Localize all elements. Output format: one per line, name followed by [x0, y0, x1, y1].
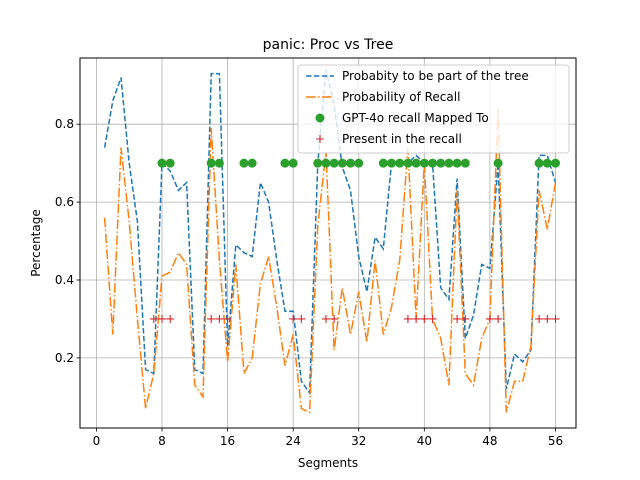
- data-point-circle: [239, 158, 249, 168]
- data-point-circle: [206, 158, 216, 168]
- data-point-circle: [157, 158, 167, 168]
- legend-frame: [297, 64, 570, 154]
- data-point-plus: [453, 314, 462, 323]
- data-point-circle: [329, 158, 339, 168]
- legend-label-1: Probability of Recall: [342, 90, 460, 104]
- y-tick-label: 0.4: [55, 273, 74, 287]
- x-tick-label: 32: [351, 434, 366, 448]
- data-point-plus: [535, 314, 544, 323]
- y-tick-label: 0.8: [55, 117, 74, 131]
- data-point-plus: [157, 314, 166, 323]
- data-point-plus: [330, 314, 339, 323]
- data-point-plus: [321, 314, 330, 323]
- data-point-plus: [428, 314, 437, 323]
- x-tick-label: 40: [417, 434, 432, 448]
- legend: Probabity to be part of the tree Probabil…: [297, 64, 570, 154]
- x-tick-label: 48: [482, 434, 497, 448]
- data-point-plus: [461, 314, 470, 323]
- y-tick-label: 0.2: [55, 351, 74, 365]
- x-tick-label: 56: [548, 434, 563, 448]
- data-point-plus: [149, 314, 158, 323]
- x-tick-label: 16: [220, 434, 235, 448]
- legend-label-3: Present in the recall: [342, 132, 462, 146]
- data-point-circle: [452, 158, 462, 168]
- data-point-plus: [412, 314, 421, 323]
- data-point-circle: [165, 158, 175, 168]
- data-point-circle: [419, 158, 429, 168]
- series-3: [149, 314, 560, 323]
- series-1: [103, 108, 557, 414]
- data-point-circle: [411, 158, 421, 168]
- data-point-circle: [542, 158, 552, 168]
- data-point-circle: [321, 158, 331, 168]
- ticks: 0 8 16 24 32 40 48 56 0.2 0.4 0.6 0.8: [55, 117, 563, 448]
- data-point-circle: [378, 158, 388, 168]
- data-point-circle: [288, 158, 298, 168]
- data-point-circle: [214, 158, 224, 168]
- data-point-circle: [395, 158, 405, 168]
- data-point-plus: [223, 314, 232, 323]
- data-point-plus: [485, 314, 494, 323]
- legend-label-0: Probabity to be part of the tree: [342, 69, 529, 83]
- data-point-plus: [551, 314, 560, 323]
- data-point-circle: [403, 158, 413, 168]
- data-point-plus: [297, 314, 306, 323]
- data-point-circle: [460, 158, 470, 168]
- data-point-plus: [543, 314, 552, 323]
- plot-frame: [79, 57, 577, 429]
- data-point-circle: [428, 158, 438, 168]
- x-tick-label: 24: [286, 434, 301, 448]
- series-2: [157, 158, 561, 168]
- data-point-circle: [354, 158, 364, 168]
- legend-handle-3: [316, 135, 324, 143]
- legend-handle-2: [315, 113, 325, 123]
- data-point-circle: [387, 158, 397, 168]
- y-tick-label: 0.6: [55, 195, 74, 209]
- x-tick-label: 0: [93, 434, 101, 448]
- data-point-circle: [534, 158, 544, 168]
- series-line-1: [103, 108, 557, 414]
- data-point-plus: [166, 314, 175, 323]
- data-point-plus: [207, 314, 216, 323]
- data-point-plus: [403, 314, 412, 323]
- data-point-circle: [280, 158, 290, 168]
- data-point-plus: [289, 314, 298, 323]
- data-point-circle: [493, 158, 503, 168]
- data-point-circle: [337, 158, 347, 168]
- data-point-plus: [494, 314, 503, 323]
- x-axis-title: Segments: [298, 456, 358, 470]
- data-point-circle: [346, 158, 356, 168]
- x-tick-label: 8: [158, 434, 166, 448]
- data-point-plus: [420, 314, 429, 323]
- data-point-circle: [436, 158, 446, 168]
- legend-label-2: GPT-4o recall Mapped To: [342, 111, 489, 125]
- data-point-plus: [215, 314, 224, 323]
- data-point-circle: [551, 158, 561, 168]
- y-axis-title: Percentage: [29, 209, 43, 277]
- series-layer: [103, 69, 561, 414]
- data-point-circle: [247, 158, 257, 168]
- chart-title: panic: Proc vs Tree: [263, 37, 394, 53]
- data-point-circle: [444, 158, 454, 168]
- data-point-circle: [313, 158, 323, 168]
